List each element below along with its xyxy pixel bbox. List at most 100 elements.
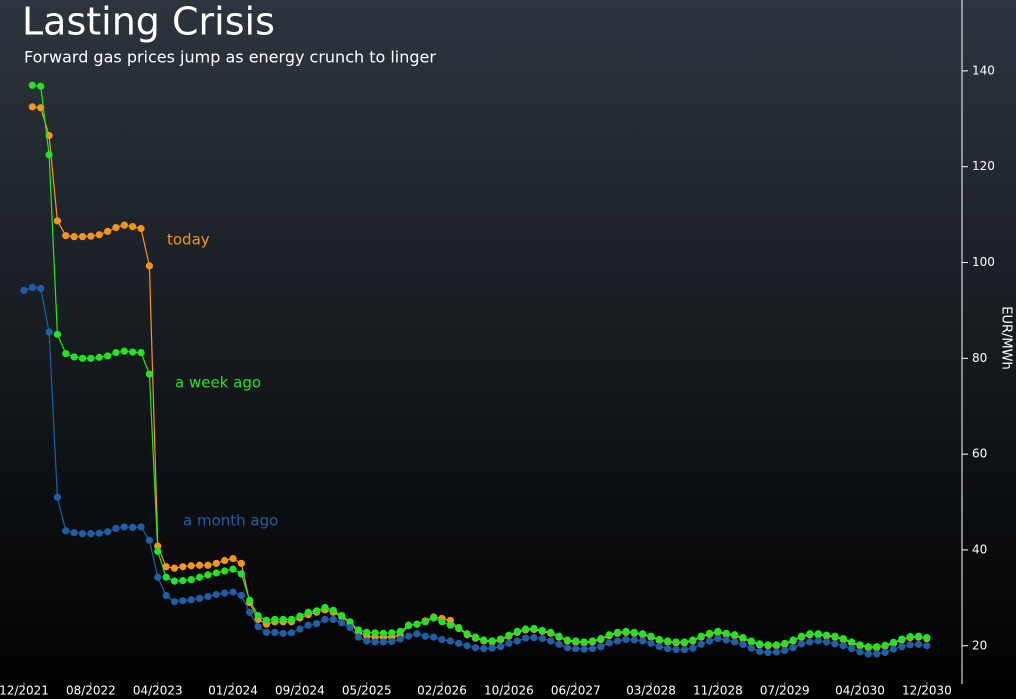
data-point <box>396 635 404 643</box>
data-point <box>304 608 312 616</box>
data-point <box>522 634 530 642</box>
data-point <box>137 348 145 357</box>
chart-subtitle: Forward gas prices jump as energy crunch… <box>24 48 436 67</box>
data-point <box>388 629 396 637</box>
data-point <box>563 636 572 644</box>
data-point <box>739 640 747 648</box>
data-point <box>906 641 914 649</box>
data-point <box>689 636 697 644</box>
data-point <box>814 637 822 645</box>
data-point <box>229 588 237 596</box>
data-point <box>580 645 588 653</box>
data-point <box>78 354 87 362</box>
data-point <box>204 561 212 569</box>
data-point <box>95 231 103 239</box>
data-point <box>313 620 321 628</box>
data-point <box>463 642 471 650</box>
data-point <box>254 611 262 620</box>
data-point <box>722 629 730 637</box>
data-point <box>388 637 396 646</box>
data-point <box>346 618 354 626</box>
data-point <box>95 529 103 537</box>
data-point <box>221 556 229 565</box>
data-point <box>162 573 170 581</box>
y-tick-label: 120 <box>972 159 995 173</box>
data-point <box>814 630 822 638</box>
data-point <box>37 284 45 292</box>
data-point <box>195 573 204 581</box>
data-point <box>438 635 446 644</box>
data-point <box>120 523 128 531</box>
chart-title: Lasting Crisis <box>22 0 275 44</box>
data-point <box>797 640 806 648</box>
data-point <box>496 643 505 651</box>
data-point <box>204 571 212 579</box>
data-point <box>764 641 772 649</box>
data-point <box>354 626 362 634</box>
data-point <box>221 567 229 575</box>
y-tick-label: 60 <box>972 447 987 461</box>
data-point <box>137 224 145 233</box>
data-point <box>404 621 413 629</box>
data-point <box>112 524 120 532</box>
data-point <box>212 569 220 577</box>
data-point <box>605 639 613 647</box>
data-point <box>212 559 220 567</box>
data-point <box>756 640 764 648</box>
data-point <box>195 594 204 602</box>
data-point <box>287 615 296 624</box>
data-point <box>613 628 622 636</box>
data-point <box>70 353 78 361</box>
data-point <box>622 635 630 644</box>
data-point <box>195 561 204 569</box>
data-point <box>923 642 931 650</box>
data-point <box>463 630 471 638</box>
data-point <box>772 641 781 649</box>
data-point <box>647 632 655 640</box>
data-point <box>914 640 923 648</box>
data-point <box>848 645 856 653</box>
data-point <box>430 633 438 641</box>
data-point <box>271 628 279 636</box>
data-point <box>62 232 70 240</box>
data-point <box>321 603 329 612</box>
data-point <box>271 615 279 624</box>
data-point <box>781 646 789 655</box>
data-point <box>237 570 245 578</box>
data-point <box>822 638 831 646</box>
data-point <box>739 634 747 642</box>
data-point <box>622 627 630 635</box>
data-point <box>170 564 179 572</box>
data-point <box>613 637 622 645</box>
data-point <box>262 616 271 624</box>
data-point <box>881 648 889 657</box>
data-point <box>697 632 705 640</box>
x-tick-label: 08/2022 <box>66 684 116 698</box>
data-point <box>906 633 914 641</box>
data-point <box>455 623 463 632</box>
data-point <box>530 634 538 642</box>
data-point <box>421 618 429 626</box>
data-point <box>680 638 689 646</box>
series-label: a month ago <box>183 512 278 530</box>
data-point <box>413 620 421 628</box>
x-tick-label: 09/2024 <box>275 684 325 698</box>
data-point <box>37 104 45 112</box>
data-point <box>28 103 36 111</box>
data-point <box>597 634 605 643</box>
y-tick-label: 140 <box>972 63 995 77</box>
data-point <box>329 615 337 624</box>
data-point <box>154 547 162 555</box>
data-point <box>672 645 680 654</box>
data-point <box>914 632 923 640</box>
data-point <box>597 643 605 651</box>
data-point <box>120 347 128 355</box>
data-point <box>630 636 638 644</box>
data-point <box>898 635 906 643</box>
data-point <box>78 530 87 538</box>
data-point <box>187 596 195 604</box>
data-point <box>689 644 697 652</box>
data-point <box>889 645 898 653</box>
